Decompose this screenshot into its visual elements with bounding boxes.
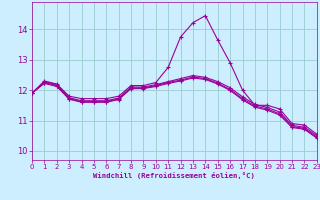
- X-axis label: Windchill (Refroidissement éolien,°C): Windchill (Refroidissement éolien,°C): [93, 172, 255, 179]
